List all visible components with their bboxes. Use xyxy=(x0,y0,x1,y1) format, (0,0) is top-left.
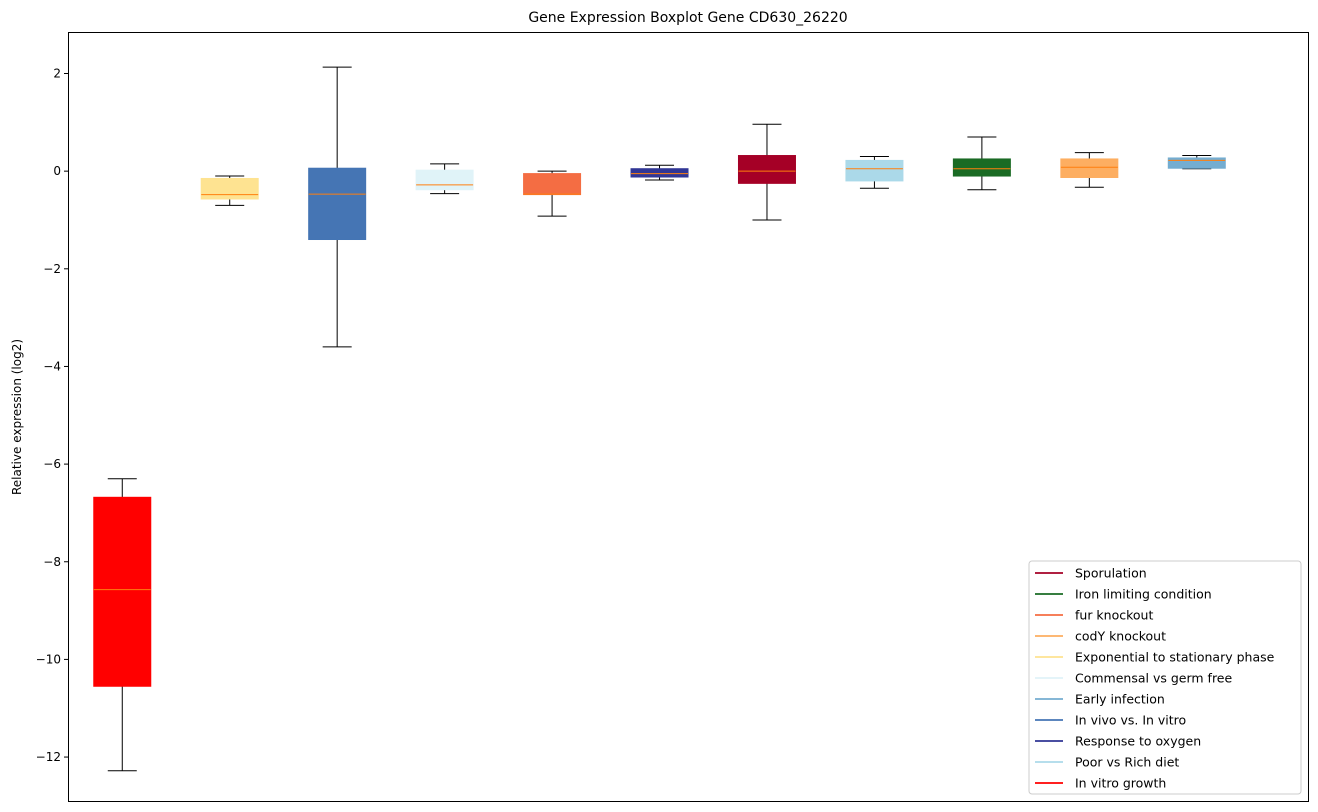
box-0 xyxy=(93,478,152,772)
box-2 xyxy=(308,66,367,348)
legend-entry: Response to oxygen xyxy=(1035,734,1201,749)
y-axis: 2 0 −2 −4 −6 −8 −10 −12 xyxy=(36,67,68,764)
box-body xyxy=(1167,157,1226,169)
box-body xyxy=(1060,158,1119,178)
y-axis-label: Relative expression (log2) xyxy=(10,339,24,495)
legend-label: codY knockout xyxy=(1075,629,1166,644)
box-5 xyxy=(630,164,689,181)
legend-entry: fur knockout xyxy=(1035,608,1153,623)
box-8 xyxy=(952,136,1011,191)
box-body xyxy=(523,173,582,196)
box-body xyxy=(415,169,474,191)
box-body xyxy=(845,159,904,182)
legend-entry: Iron limiting condition xyxy=(1035,587,1212,602)
box-body xyxy=(630,168,689,178)
chart-title: Gene Expression Boxplot Gene CD630_26220 xyxy=(528,10,847,26)
legend-label: Sporulation xyxy=(1075,566,1147,581)
box-9 xyxy=(1060,152,1119,188)
box-body xyxy=(93,496,152,687)
box-6 xyxy=(737,123,796,221)
plot-area-frame xyxy=(68,32,1309,802)
box-body xyxy=(737,155,796,184)
legend-entry: In vivo vs. In vitro xyxy=(1035,713,1186,728)
y-tick-label: −8 xyxy=(43,555,61,569)
box-10 xyxy=(1167,155,1226,170)
legend: Sporulation Iron limiting condition fur kn… xyxy=(1028,560,1302,795)
legend-entry: codY knockout xyxy=(1035,629,1166,644)
box-body xyxy=(200,177,259,200)
legend-label: fur knockout xyxy=(1075,608,1153,623)
boxplot-boxes xyxy=(93,66,1226,772)
legend-entry: Sporulation xyxy=(1035,566,1147,581)
box-1 xyxy=(200,175,259,206)
y-tick-label: −12 xyxy=(36,750,61,764)
y-tick-label: −2 xyxy=(43,262,61,276)
box-7 xyxy=(845,156,904,189)
y-tick-label: 2 xyxy=(53,67,61,81)
y-tick-label: −6 xyxy=(43,457,61,471)
legend-entry: Poor vs Rich diet xyxy=(1035,755,1179,770)
legend-entry: Early infection xyxy=(1035,692,1165,707)
box-4 xyxy=(523,170,582,217)
box-body xyxy=(952,158,1011,177)
legend-entry: Commensal vs germ free xyxy=(1035,671,1232,686)
legend-label: Commensal vs germ free xyxy=(1075,671,1232,686)
legend-label: Iron limiting condition xyxy=(1075,587,1212,602)
y-tick-label: −10 xyxy=(36,652,61,666)
legend-entry: Exponential to stationary phase xyxy=(1035,650,1275,665)
y-tick-label: 0 xyxy=(53,164,61,178)
legend-label: In vivo vs. In vitro xyxy=(1075,713,1186,728)
box-3 xyxy=(415,163,474,195)
legend-entry: In vitro growth xyxy=(1035,776,1166,791)
legend-label: Early infection xyxy=(1075,692,1165,707)
legend-label: In vitro growth xyxy=(1075,776,1166,791)
legend-label: Poor vs Rich diet xyxy=(1075,755,1179,770)
legend-label: Response to oxygen xyxy=(1075,734,1201,749)
box-body xyxy=(308,167,367,241)
legend-frame xyxy=(1028,560,1302,795)
y-tick-label: −4 xyxy=(43,359,61,373)
legend-label: Exponential to stationary phase xyxy=(1075,650,1275,665)
